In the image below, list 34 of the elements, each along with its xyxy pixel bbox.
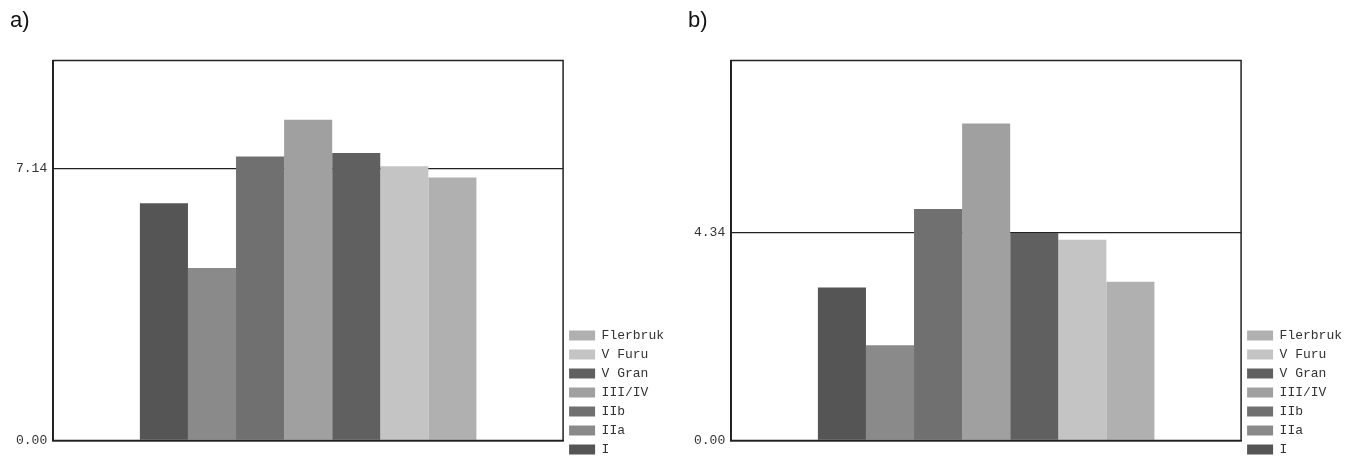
bar — [1058, 239, 1107, 440]
bar — [380, 166, 429, 440]
legend-label: V Furu — [1279, 346, 1327, 362]
legend-label: IIb — [601, 403, 625, 419]
legend-label: I — [601, 441, 610, 457]
legend-label: IIa — [601, 422, 626, 438]
bar — [236, 156, 285, 440]
legend-label: V Gran — [601, 365, 649, 381]
legend-label: Flerbruk — [601, 327, 665, 343]
legend-label: III/IV — [601, 384, 649, 400]
legend-label: IIa — [1279, 422, 1304, 438]
bar — [428, 177, 477, 440]
bar — [284, 119, 333, 440]
legend-label: V Gran — [1279, 365, 1327, 381]
chart-title: b) — [688, 7, 708, 33]
y-tick-label: 4.34 — [693, 225, 726, 241]
chart-title: a) — [10, 7, 30, 33]
bar — [817, 287, 866, 440]
bar — [1010, 232, 1059, 440]
y-tick-label: 0.00 — [693, 432, 726, 448]
bar — [962, 123, 1011, 440]
bar — [187, 268, 237, 440]
bar — [332, 153, 381, 440]
y-tick-label: 0.00 — [15, 432, 48, 448]
legend-label: I — [1279, 441, 1288, 457]
legend-label: III/IV — [1279, 384, 1327, 400]
bar — [139, 203, 188, 440]
legend-label: V Furu — [601, 346, 649, 362]
legend-label: IIb — [1279, 403, 1303, 419]
bar — [865, 345, 915, 440]
bar — [1106, 281, 1155, 440]
bar — [914, 209, 963, 440]
legend-label: Flerbruk — [1279, 327, 1343, 343]
y-tick-label: 7.14 — [15, 160, 48, 176]
